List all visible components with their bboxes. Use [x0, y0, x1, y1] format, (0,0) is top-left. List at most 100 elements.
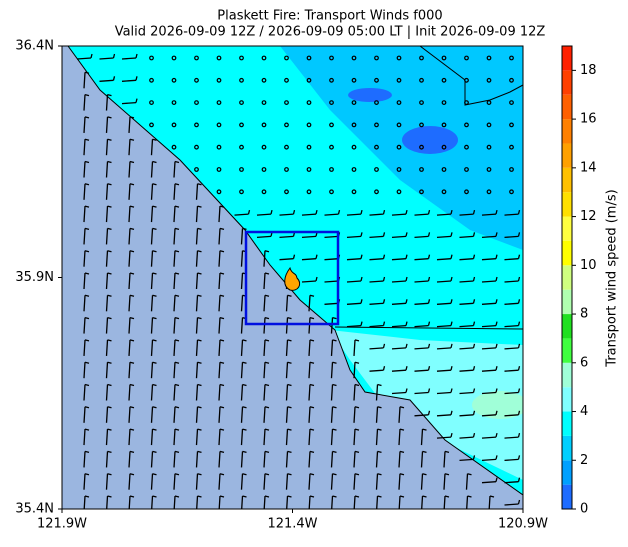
barb — [107, 383, 112, 387]
barb — [128, 384, 131, 401]
barb — [285, 451, 289, 468]
barb — [84, 272, 90, 275]
barb — [308, 339, 311, 356]
barb — [444, 450, 450, 454]
barb — [422, 495, 427, 498]
barb — [218, 429, 221, 446]
barb — [459, 436, 474, 439]
barb — [83, 116, 86, 133]
barb — [495, 366, 498, 371]
barb — [287, 383, 292, 387]
barb — [112, 53, 116, 59]
barb — [195, 206, 199, 223]
barb — [83, 206, 86, 223]
barb — [263, 495, 266, 509]
barb — [301, 258, 317, 261]
barb — [105, 406, 109, 423]
title: Plaskett Fire: Transport Winds f000 — [217, 9, 442, 24]
barb — [195, 339, 199, 356]
barb — [391, 302, 407, 305]
barb — [369, 213, 384, 216]
barb — [107, 93, 112, 97]
barb — [353, 406, 356, 423]
barb — [173, 384, 176, 401]
barb — [351, 55, 357, 61]
barb — [129, 272, 135, 275]
colorbar-band — [562, 289, 572, 315]
barb — [84, 160, 90, 164]
barb — [375, 451, 379, 468]
barb — [129, 294, 135, 297]
barb — [495, 276, 498, 282]
barb — [174, 183, 180, 186]
barb — [481, 302, 497, 305]
barb — [83, 473, 86, 490]
barb — [197, 406, 202, 409]
colorbar-tick-label: 16 — [580, 112, 597, 127]
barb — [171, 55, 177, 61]
barb — [105, 317, 109, 334]
barb — [219, 428, 225, 431]
barb — [517, 254, 521, 259]
barb — [284, 77, 289, 83]
wind-barbs — [76, 53, 521, 509]
barb — [83, 317, 86, 334]
barb — [472, 455, 476, 460]
barb — [263, 429, 266, 446]
barb — [374, 144, 379, 150]
barb — [197, 450, 202, 454]
barb — [84, 250, 90, 253]
barb — [264, 316, 270, 320]
barb — [264, 383, 270, 387]
barb — [99, 57, 114, 60]
barb — [436, 369, 452, 372]
barb — [256, 213, 272, 216]
barb — [308, 317, 311, 334]
barb — [495, 232, 498, 237]
barb — [90, 53, 93, 59]
barb — [353, 495, 356, 509]
barb — [121, 101, 137, 105]
barb — [264, 473, 270, 476]
barb — [150, 295, 154, 312]
barb — [427, 254, 431, 259]
barb — [436, 280, 452, 283]
barb — [308, 295, 311, 312]
barb — [284, 189, 289, 195]
colorbar-band — [562, 70, 572, 95]
barb — [486, 122, 492, 128]
barb — [405, 321, 408, 326]
barb — [369, 280, 384, 283]
barb — [427, 209, 431, 215]
barb — [354, 361, 360, 364]
barb — [194, 77, 199, 83]
barb — [306, 189, 312, 195]
barb — [427, 232, 431, 237]
barb — [83, 272, 86, 290]
barb — [414, 302, 429, 305]
barb — [84, 450, 90, 454]
barb — [174, 339, 180, 342]
barb — [129, 495, 135, 498]
barb — [287, 473, 292, 476]
barb — [197, 383, 202, 387]
barb — [195, 384, 199, 401]
barb — [414, 280, 429, 283]
barb — [261, 122, 267, 128]
barb — [216, 77, 222, 83]
barb — [504, 258, 519, 261]
barb — [219, 495, 225, 498]
barb — [472, 254, 476, 259]
barb — [84, 205, 90, 208]
x-tick-label: 120.9W — [498, 517, 548, 532]
barb — [396, 77, 402, 83]
barb — [309, 428, 315, 431]
barb — [129, 383, 135, 387]
barb — [240, 228, 244, 245]
barb — [279, 235, 294, 239]
barb — [105, 94, 109, 111]
barb — [459, 258, 474, 261]
barb — [264, 294, 270, 297]
barb — [129, 205, 135, 208]
barb — [174, 205, 180, 208]
